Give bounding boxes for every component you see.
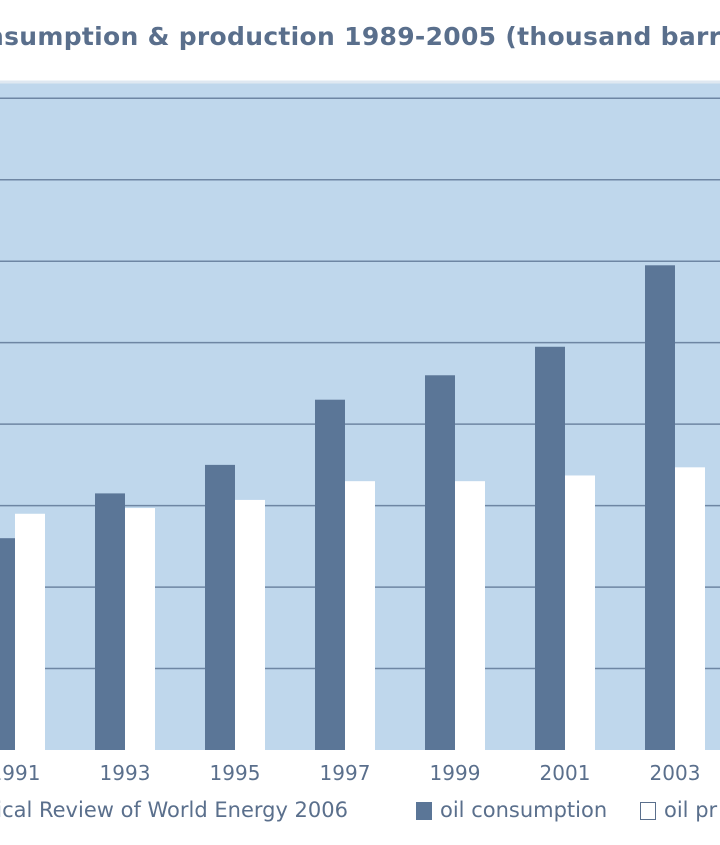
bar-production-2003 [675, 467, 705, 750]
bar-consumption-1991 [0, 538, 15, 750]
chart-footer: tical Review of World Energy 2006 oil co… [0, 792, 720, 832]
x-tick-label: 1995 [210, 761, 261, 785]
x-tick-label: 1991 [0, 761, 40, 785]
bar-consumption-1997 [315, 399, 345, 750]
legend-label-consumption: oil consumption [440, 798, 608, 822]
x-tick-label: 1999 [430, 761, 481, 785]
bar-production-2001 [565, 475, 595, 750]
legend-label-production: oil pr [664, 798, 718, 822]
bar-consumption-1999 [425, 375, 455, 750]
chart-title: nsumption & production 1989-2005 (thousa… [0, 22, 720, 51]
bar-production-1997 [345, 481, 375, 750]
bar-consumption-1993 [95, 493, 125, 750]
x-tick-label: 2003 [650, 761, 701, 785]
legend-swatch-consumption [416, 802, 432, 820]
x-tick-label: 1993 [100, 761, 151, 785]
x-tick-label: 2001 [540, 761, 591, 785]
bar-consumption-2001 [535, 346, 565, 750]
source-note: tical Review of World Energy 2006 [0, 798, 349, 822]
bar-production-1995 [235, 499, 265, 750]
bar-consumption-1995 [205, 464, 235, 750]
x-tick-label: 1997 [320, 761, 371, 785]
bar-production-1999 [455, 481, 485, 750]
bar-consumption-2003 [645, 265, 675, 750]
bar-production-1993 [125, 508, 155, 750]
legend-swatch-production [640, 802, 656, 820]
bar-production-1991 [15, 513, 45, 750]
